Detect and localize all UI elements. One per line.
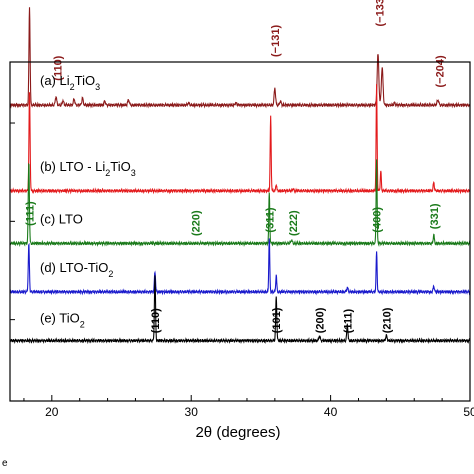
series-name-label: (e) TiO2: [40, 311, 85, 330]
peak-index-label: (220): [190, 210, 202, 236]
leftover-text: e: [2, 458, 8, 469]
peak-index-label: (222): [288, 210, 300, 236]
peak-index-label: (210): [381, 307, 393, 333]
series-line-3: [9, 159, 471, 248]
x-tick-label: 40: [324, 405, 338, 419]
series-line-1: [9, 7, 471, 109]
peak-index-label: (−131): [270, 25, 282, 57]
peak-index-label: (400): [372, 207, 384, 233]
series-name-label: (b) LTO - Li2TiO3: [40, 159, 136, 178]
series-line-5: [9, 275, 471, 345]
series-layer: [9, 7, 471, 345]
x-tick-label: 50: [463, 405, 474, 419]
series-line-4: [9, 238, 471, 296]
peak-index-label: (311): [264, 207, 276, 232]
x-tick-label: 20: [45, 405, 59, 419]
series-name-label: (c) LTO: [40, 211, 83, 226]
peak-index-label: (200): [314, 307, 326, 333]
series-line-2: [9, 84, 471, 195]
series-name-label: (a) Li2TiO3: [40, 73, 100, 92]
axis-layer: 20 30 40 50: [10, 122, 474, 419]
peak-index-label: (−133): [374, 0, 386, 26]
peak-index-label: (−204): [434, 55, 446, 87]
peak-index-label: (331): [429, 203, 441, 229]
peak-index-label: (111): [25, 201, 37, 226]
plot-frame: [9, 61, 471, 402]
x-axis-title: 2θ (degrees): [195, 424, 280, 441]
peak-index-label: (111): [342, 308, 354, 333]
peak-index-label: (110): [150, 308, 162, 333]
peak-index-label: (101): [271, 307, 283, 333]
label-layer: (110) (−131) (−133) (−204) (a) Li2TiO3 (b) LT…: [25, 0, 447, 333]
x-tick-label: 30: [185, 405, 199, 419]
series-name-label: (d) LTO-TiO2: [40, 260, 113, 279]
